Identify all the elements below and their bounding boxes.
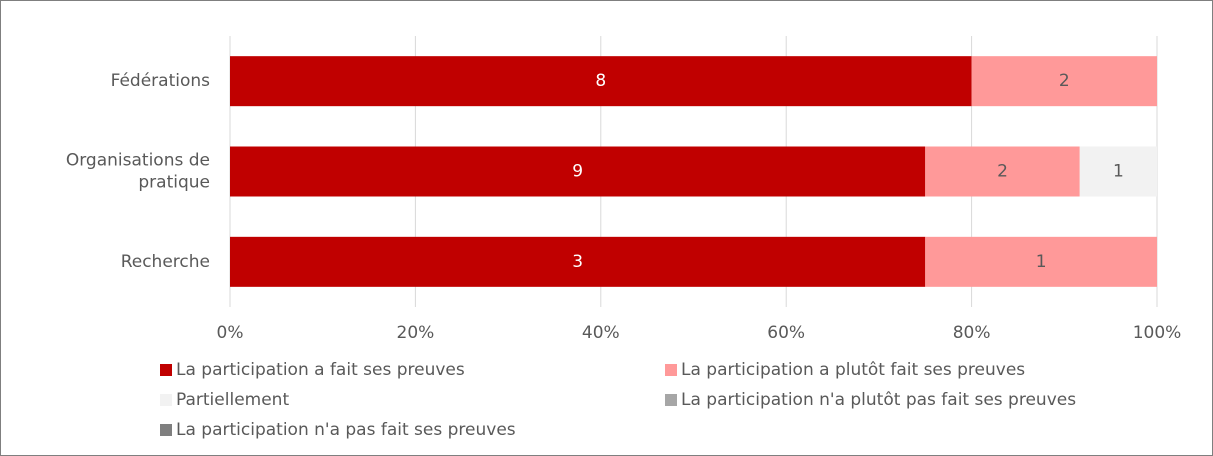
legend-swatch bbox=[160, 424, 172, 436]
data-label: 3 bbox=[572, 252, 583, 272]
bar-segment bbox=[925, 236, 1157, 287]
legend-swatch bbox=[665, 364, 677, 376]
legend-label: La participation n'a pas fait ses preuve… bbox=[176, 420, 516, 440]
legend-label: La participation n'a plutôt pas fait ses… bbox=[681, 390, 1076, 410]
bar-segment bbox=[230, 146, 926, 197]
x-tick-label: 0% bbox=[217, 323, 244, 343]
bar-segment bbox=[230, 56, 972, 107]
legend-swatch bbox=[665, 394, 677, 406]
data-label: 2 bbox=[997, 162, 1008, 182]
data-label: 1 bbox=[1036, 252, 1047, 272]
y-tick-label: Fédérations bbox=[111, 71, 211, 91]
x-tick-label: 20% bbox=[397, 323, 435, 343]
x-tick-label: 40% bbox=[582, 323, 620, 343]
y-tick-label: Organisations de pratique bbox=[66, 151, 210, 193]
bar-segment bbox=[925, 146, 1080, 197]
y-tick-label-line: Organisations de bbox=[66, 151, 210, 171]
legend-swatch bbox=[160, 364, 172, 376]
data-label: 8 bbox=[595, 71, 606, 91]
bar-segment bbox=[971, 56, 1157, 107]
data-label: 9 bbox=[572, 162, 583, 182]
x-tick-label: 80% bbox=[953, 323, 991, 343]
x-tick-label: 100% bbox=[1133, 323, 1182, 343]
legend-swatch bbox=[160, 394, 172, 406]
x-tick-label: 60% bbox=[767, 323, 805, 343]
legend-label: Partiellement bbox=[176, 390, 289, 410]
data-label: 1 bbox=[1113, 162, 1124, 182]
y-tick-label: Recherche bbox=[121, 252, 210, 272]
bar-segment bbox=[230, 236, 926, 287]
bar-segment bbox=[1079, 146, 1157, 197]
legend-label: La participation a plutôt fait ses preuv… bbox=[681, 360, 1025, 380]
data-label: 2 bbox=[1059, 71, 1070, 91]
legend-label: La participation a fait ses preuves bbox=[176, 360, 465, 380]
y-tick-label-line: pratique bbox=[133, 173, 210, 193]
